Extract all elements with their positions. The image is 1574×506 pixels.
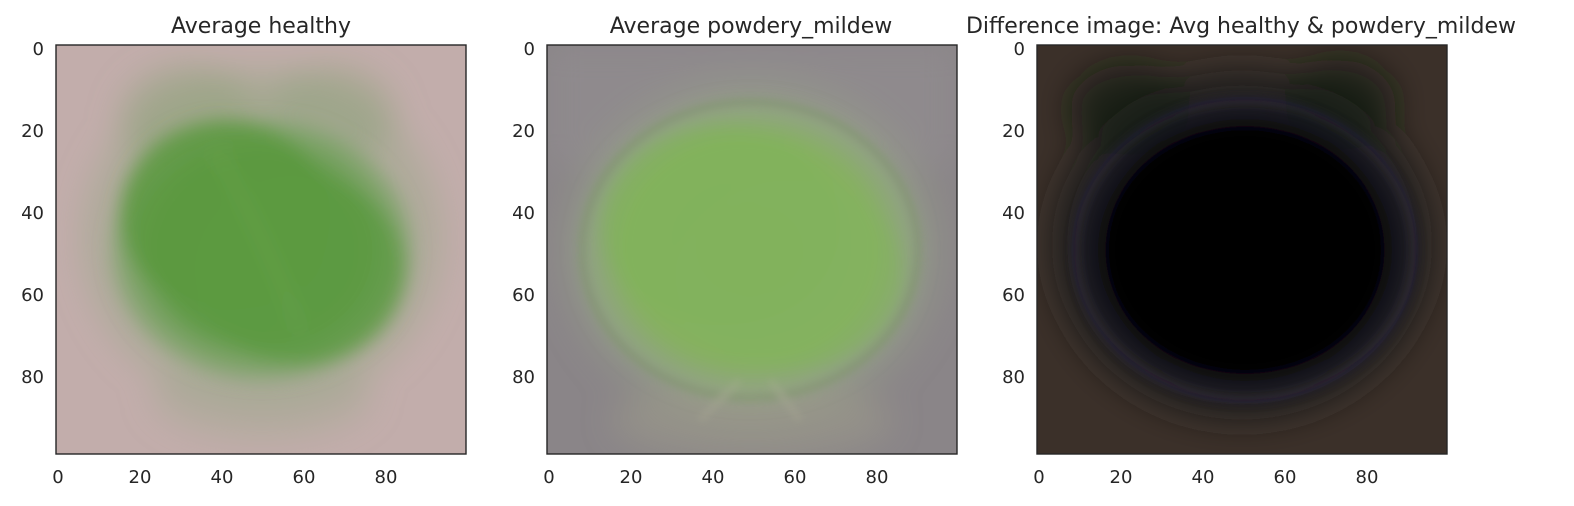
x-tick-label: 60 bbox=[784, 467, 807, 488]
panel-title: Difference image: Avg healthy & powdery_… bbox=[966, 14, 1516, 39]
panel-average-powdery-mildew: Average powdery_mildew 0 20 40 60 bbox=[512, 14, 958, 488]
y-tick-label: 20 bbox=[512, 121, 535, 142]
x-tick-label: 40 bbox=[211, 467, 234, 488]
y-tick-label: 20 bbox=[1002, 121, 1025, 142]
y-tick-label: 20 bbox=[21, 121, 44, 142]
y-tick-label: 80 bbox=[1002, 367, 1025, 388]
y-tick-labels: 0 20 40 60 80 bbox=[21, 39, 44, 388]
y-tick-labels: 0 20 40 60 80 bbox=[1002, 39, 1025, 388]
y-tick-label: 80 bbox=[21, 367, 44, 388]
x-tick-label: 20 bbox=[620, 467, 643, 488]
panel-title: Average healthy bbox=[171, 14, 351, 39]
y-tick-label: 40 bbox=[21, 203, 44, 224]
panel-average-healthy: Average healthy 0 20 40 60 80 bbox=[21, 14, 467, 488]
x-tick-label: 80 bbox=[375, 467, 398, 488]
y-tick-label: 60 bbox=[1002, 285, 1025, 306]
y-tick-labels: 0 20 40 60 80 bbox=[512, 39, 535, 388]
x-tick-label: 40 bbox=[702, 467, 725, 488]
x-tick-labels: 0 20 40 60 80 bbox=[543, 467, 888, 488]
y-tick-label: 0 bbox=[33, 39, 44, 60]
x-tick-label: 0 bbox=[543, 467, 554, 488]
x-tick-label: 20 bbox=[129, 467, 152, 488]
x-tick-label: 80 bbox=[1356, 467, 1379, 488]
average-powdery-mildew-image bbox=[547, 45, 957, 454]
x-tick-labels: 0 20 40 60 80 bbox=[52, 467, 397, 488]
x-tick-label: 60 bbox=[1274, 467, 1297, 488]
x-tick-label: 80 bbox=[866, 467, 889, 488]
axes-frame bbox=[1036, 44, 1448, 455]
x-tick-labels: 0 20 40 60 80 bbox=[1033, 467, 1378, 488]
y-tick-label: 80 bbox=[512, 367, 535, 388]
average-healthy-image bbox=[56, 45, 466, 454]
y-tick-label: 60 bbox=[21, 285, 44, 306]
x-tick-label: 0 bbox=[52, 467, 63, 488]
panel-difference-image: Difference image: Avg healthy & powdery_… bbox=[966, 14, 1516, 488]
y-tick-label: 40 bbox=[1002, 203, 1025, 224]
x-tick-label: 60 bbox=[293, 467, 316, 488]
panel-title: Average powdery_mildew bbox=[610, 14, 892, 39]
axes-frame bbox=[546, 44, 958, 455]
y-tick-label: 0 bbox=[1014, 39, 1025, 60]
y-tick-label: 0 bbox=[524, 39, 535, 60]
y-tick-label: 60 bbox=[512, 285, 535, 306]
x-tick-label: 20 bbox=[1110, 467, 1133, 488]
axes-frame bbox=[55, 44, 467, 455]
y-tick-label: 40 bbox=[512, 203, 535, 224]
x-tick-label: 0 bbox=[1033, 467, 1044, 488]
difference-image bbox=[1037, 45, 1447, 454]
x-tick-label: 40 bbox=[1192, 467, 1215, 488]
